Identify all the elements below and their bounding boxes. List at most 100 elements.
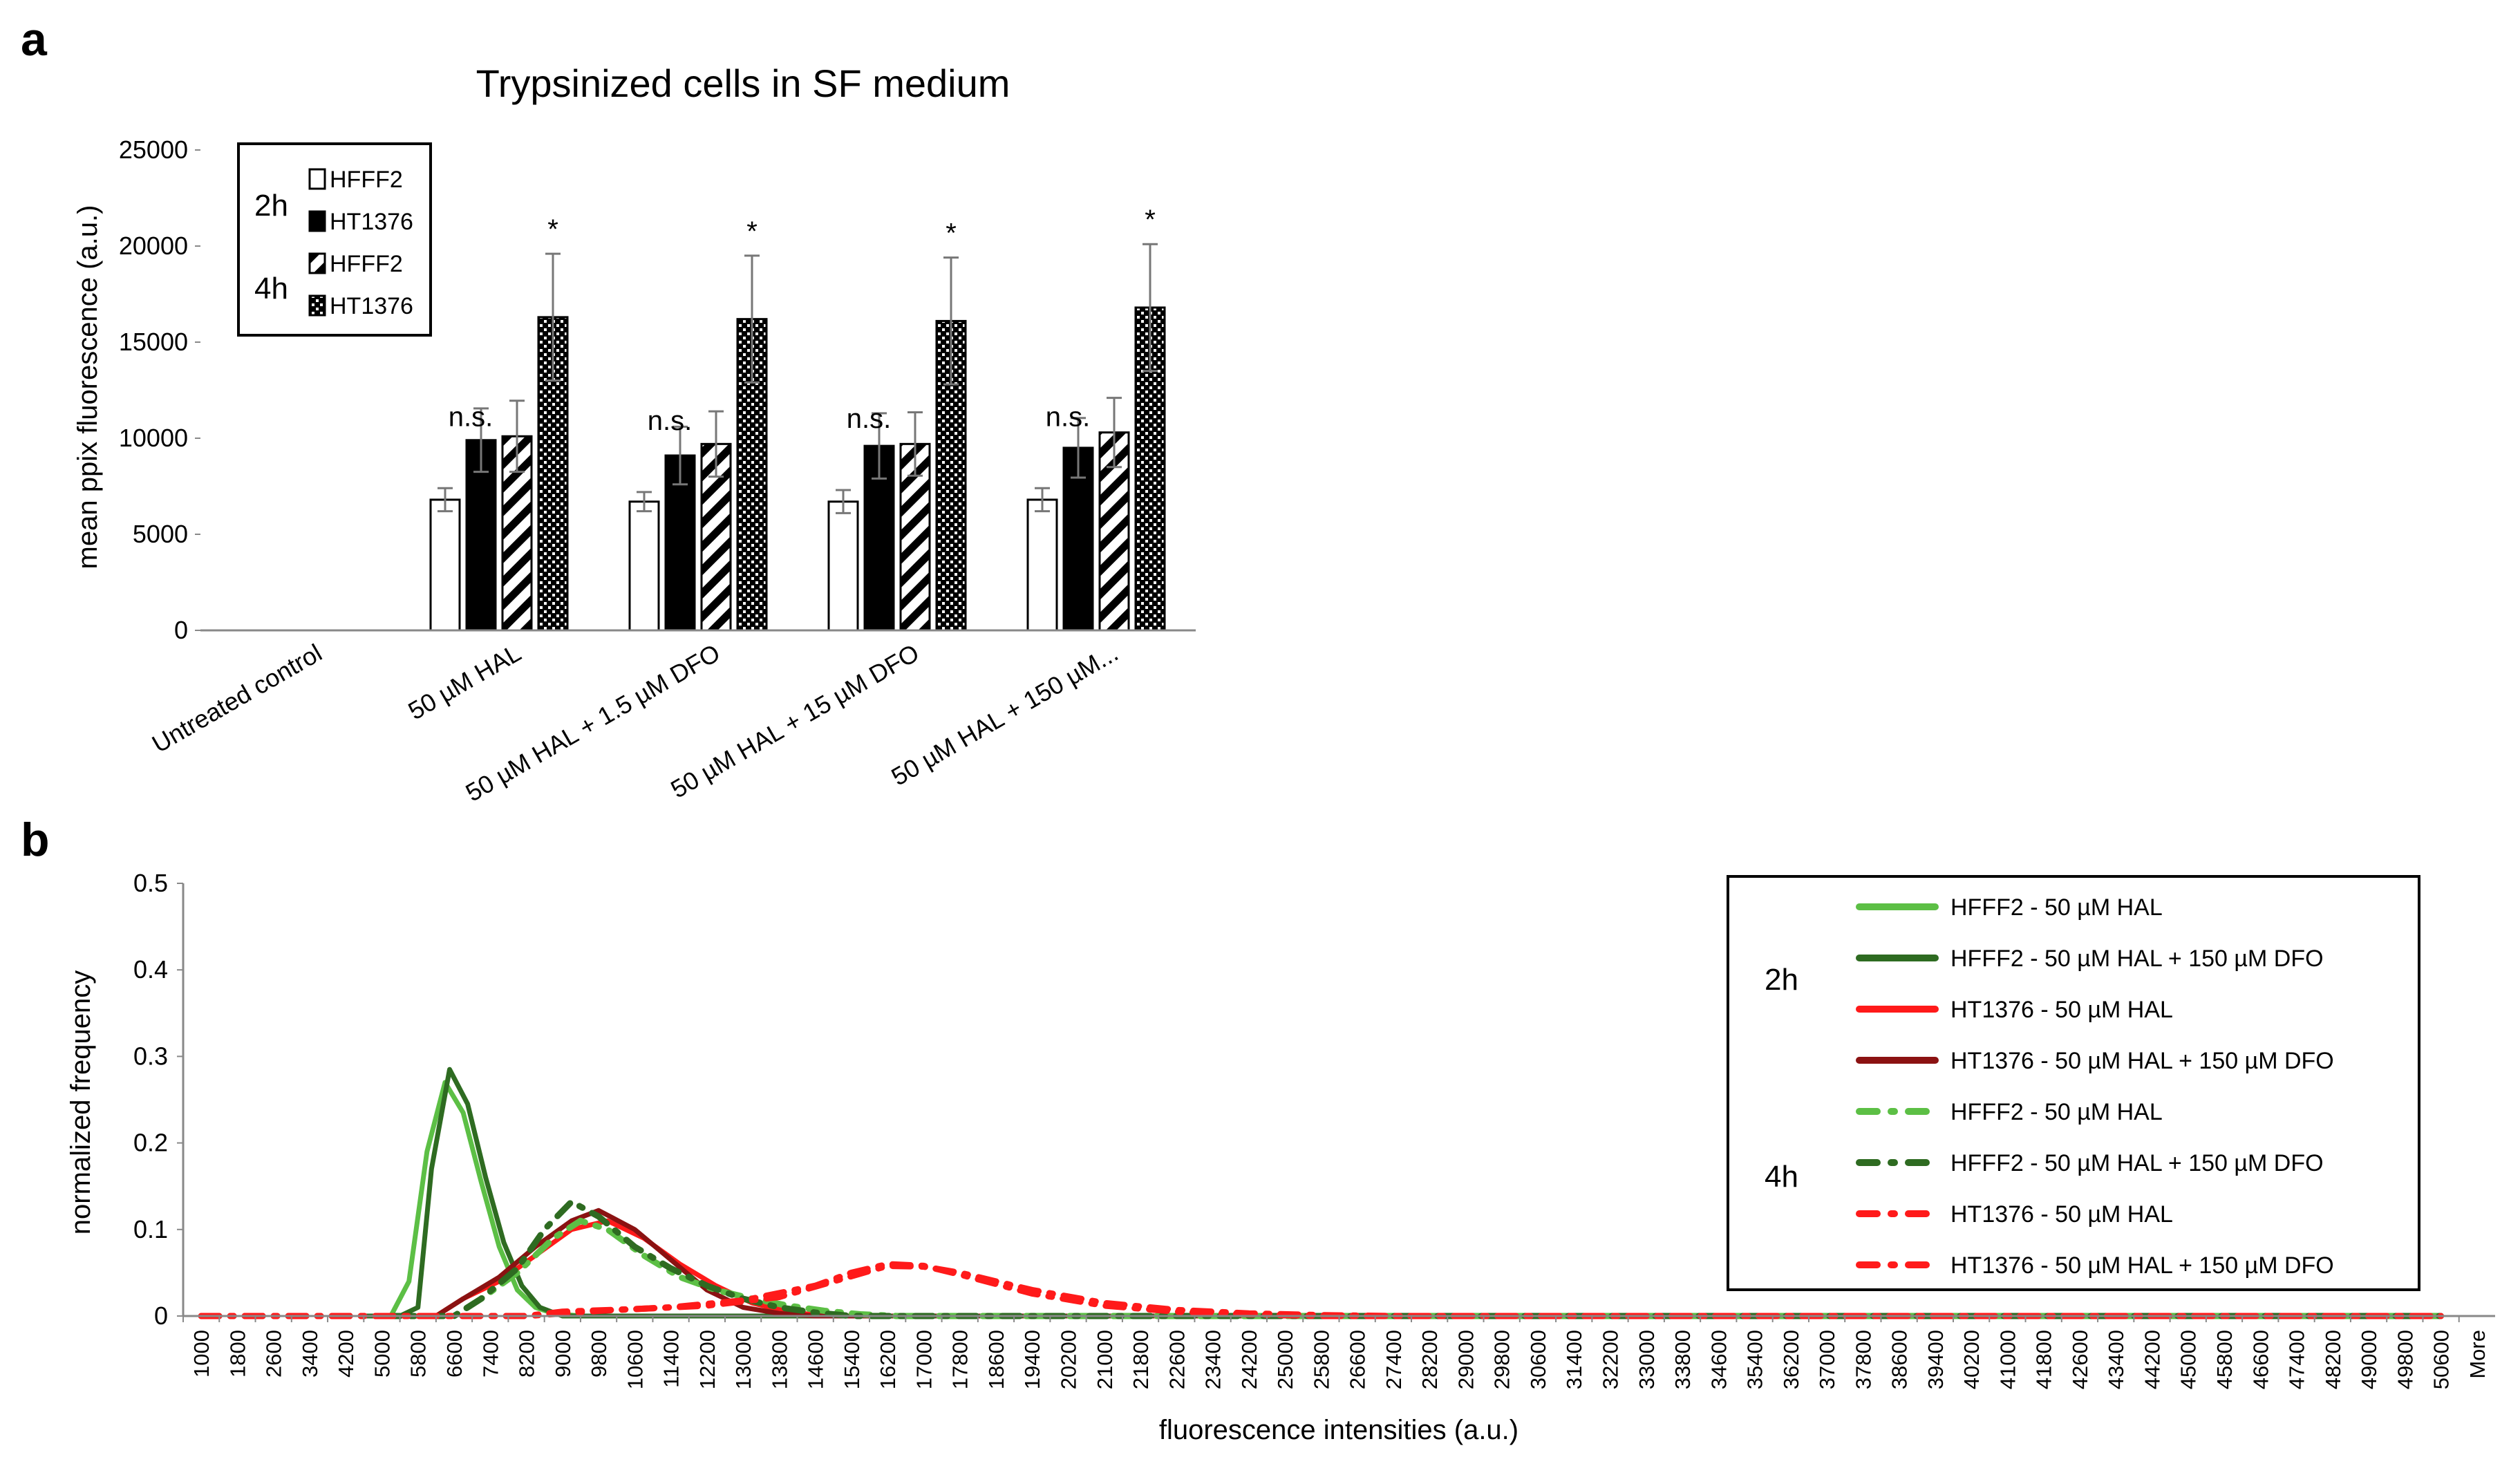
chart-b-xtick-label: 19400 bbox=[1020, 1330, 1044, 1389]
chart-a-ytick-label: 5000 bbox=[133, 520, 188, 548]
chart-a-title: Trypsinized cells in SF medium bbox=[476, 62, 1010, 105]
series-line-1 bbox=[361, 1066, 2444, 1319]
chart-a-ylabel: mean ppix fluorescence (a.u.) bbox=[73, 205, 103, 570]
chart-b-xtick-label: 35400 bbox=[1743, 1330, 1767, 1389]
chart-b-xtick-label: 1800 bbox=[225, 1330, 250, 1378]
chart-b-xtick-label: 2600 bbox=[262, 1330, 286, 1378]
significance-star: * bbox=[946, 218, 957, 249]
series-line-7 bbox=[198, 1261, 2445, 1319]
chart-b-xtick-label: 18600 bbox=[984, 1330, 1008, 1389]
chart-b-xtick-label: 17000 bbox=[912, 1330, 936, 1389]
chart-b-xtick-label: 46600 bbox=[2248, 1330, 2273, 1389]
chart-b-xtick-label: 25000 bbox=[1273, 1330, 1297, 1389]
chart-b-xtick-label: 50600 bbox=[2429, 1330, 2454, 1389]
significance-star: * bbox=[746, 216, 758, 247]
series-line-3 bbox=[379, 1207, 2444, 1319]
chart-a-ytick-label: 0 bbox=[174, 616, 188, 644]
chart-b-xtick-label: More bbox=[2465, 1330, 2490, 1379]
chart-b-xtick-label: 45000 bbox=[2176, 1330, 2201, 1389]
ns-label: n.s. bbox=[449, 402, 493, 432]
chart-b-xtick-label: 17800 bbox=[948, 1330, 972, 1389]
chart-b-xtick-label: 3400 bbox=[298, 1330, 322, 1378]
legend-a-swatch-crosshatch bbox=[308, 294, 326, 317]
chart-b-xtick-label: 6600 bbox=[442, 1330, 467, 1378]
bar-white-3 bbox=[827, 500, 859, 632]
chart-b-xtick-label: 48200 bbox=[2321, 1330, 2345, 1389]
category-label: 50 µM HAL bbox=[403, 638, 525, 725]
ns-label: n.s. bbox=[847, 404, 891, 434]
chart-b-xtick-label: 14600 bbox=[804, 1330, 828, 1389]
legend-a-swatch-black bbox=[308, 210, 326, 232]
chart-b-xtick-label: 20200 bbox=[1057, 1330, 1081, 1389]
chart-b-xtick-label: 32200 bbox=[1598, 1330, 1622, 1389]
chart-b-xtick-label: 26600 bbox=[1346, 1330, 1370, 1389]
chart-b-xtick-label: 5000 bbox=[370, 1330, 394, 1378]
chart-a-yaxis: 0 5000 10000 15000 20000 25000 bbox=[119, 135, 200, 644]
chart-b-xtick-label: 41800 bbox=[2032, 1330, 2056, 1389]
significance-star: * bbox=[547, 214, 558, 245]
chart-b-xtick-label: 28200 bbox=[1418, 1330, 1442, 1389]
chart-b-legend: 2h 4h HFFF2 - 50 µM HAL HFFF2 - 50 µM HAL… bbox=[1727, 875, 2420, 1291]
bar-white-4 bbox=[1026, 498, 1058, 632]
chart-b-xtick-label: 47400 bbox=[2285, 1330, 2309, 1389]
category-label: Untreated control bbox=[147, 638, 327, 758]
legend-a-entry-1: HFFF2 bbox=[330, 167, 403, 193]
legend-b-entry-0: HFFF2 - 50 µM HAL bbox=[1950, 894, 2163, 921]
legend-b-time-2h: 2h bbox=[1765, 963, 1798, 997]
chart-b-xtick-label: 25800 bbox=[1309, 1330, 1333, 1389]
chart-b-xtick-label: 11400 bbox=[659, 1330, 684, 1388]
chart-b-xtick-label: 38600 bbox=[1888, 1330, 1912, 1389]
legend-a-entry-4: HT1376 bbox=[330, 293, 413, 319]
legend-a-time-4h: 4h bbox=[254, 272, 288, 306]
bar-white-1 bbox=[429, 498, 461, 632]
panel-b-letter: b bbox=[21, 814, 50, 866]
chart-b-xtick-label: 13800 bbox=[767, 1330, 791, 1389]
chart-b-ytick-label: 0.4 bbox=[133, 955, 168, 984]
chart-b-xtick-label: 24200 bbox=[1237, 1330, 1261, 1389]
chart-b-xtick-label: 27400 bbox=[1382, 1330, 1406, 1389]
chart-b-ylabel: normalized frequency bbox=[66, 970, 96, 1234]
ns-label: n.s. bbox=[648, 406, 692, 436]
chart-b-ytick-label: 0.5 bbox=[133, 869, 168, 897]
legend-a-time-2h: 2h bbox=[254, 189, 288, 223]
legend-b-entry-6: HT1376 - 50 µM HAL bbox=[1950, 1201, 2173, 1228]
chart-b-xtick-label: 7400 bbox=[478, 1330, 502, 1378]
chart-b-xtick-label: 30600 bbox=[1526, 1330, 1550, 1389]
legend-b-entry-1: HFFF2 - 50 µM HAL + 150 µM DFO bbox=[1950, 946, 2324, 972]
chart-b-xtick-label: 43400 bbox=[2104, 1330, 2128, 1389]
chart-b-xtick-label: 37000 bbox=[1815, 1330, 1839, 1389]
chart-b-xtick-label: 16200 bbox=[876, 1330, 900, 1389]
legend-a-swatch-diagonal bbox=[308, 252, 326, 274]
chart-a-ytick-label: 25000 bbox=[119, 135, 188, 164]
legend-a-entry-2: HT1376 bbox=[330, 209, 413, 235]
chart-b-xtick-label: 12200 bbox=[695, 1330, 720, 1389]
chart-b-xtick-label: 45800 bbox=[2212, 1330, 2237, 1389]
chart-b-xtick-label: 49000 bbox=[2357, 1330, 2381, 1389]
chart-b-xtick-label: 33800 bbox=[1671, 1330, 1695, 1389]
chart-b-yaxis: 0 0.1 0.2 0.3 0.4 0.5 bbox=[133, 869, 183, 1330]
chart-b-xtick-label: 44200 bbox=[2140, 1330, 2164, 1389]
legend-b-entry-7: HT1376 - 50 µM HAL + 150 µM DFO bbox=[1950, 1252, 2334, 1279]
chart-a-legend: 2h 4h HFFF2 HT1376 HFFF2 HT1376 bbox=[237, 142, 432, 337]
chart-b-xtick-label: 10600 bbox=[623, 1330, 647, 1389]
ns-label: n.s. bbox=[1046, 402, 1090, 432]
chart-b-xtick-label: 21000 bbox=[1093, 1330, 1117, 1389]
chart-a-ytick-label: 20000 bbox=[119, 232, 188, 260]
bar-white-2 bbox=[628, 500, 660, 632]
chart-b-xtick-label: 23400 bbox=[1201, 1330, 1225, 1389]
legend-b-time-4h: 4h bbox=[1765, 1160, 1798, 1194]
chart-b-xtick-label: 42600 bbox=[2068, 1330, 2092, 1389]
chart-b-ytick-label: 0.1 bbox=[133, 1215, 168, 1243]
chart-b-xtick-label: 5800 bbox=[406, 1330, 431, 1378]
legend-b-entry-4: HFFF2 - 50 µM HAL bbox=[1950, 1099, 2163, 1125]
chart-b-xtick-label: 31400 bbox=[1562, 1330, 1586, 1389]
chart-b-xtick-label: 49800 bbox=[2393, 1330, 2417, 1389]
chart-b-series bbox=[198, 1066, 2445, 1319]
significance-star: * bbox=[1145, 205, 1156, 235]
chart-b-xtick-label: 37800 bbox=[1851, 1330, 1875, 1389]
chart-b-xtick-label: 4200 bbox=[334, 1330, 358, 1378]
chart-b-xtick-label: 41000 bbox=[1995, 1330, 2020, 1389]
chart-b-xtick-label: 36200 bbox=[1779, 1330, 1803, 1389]
